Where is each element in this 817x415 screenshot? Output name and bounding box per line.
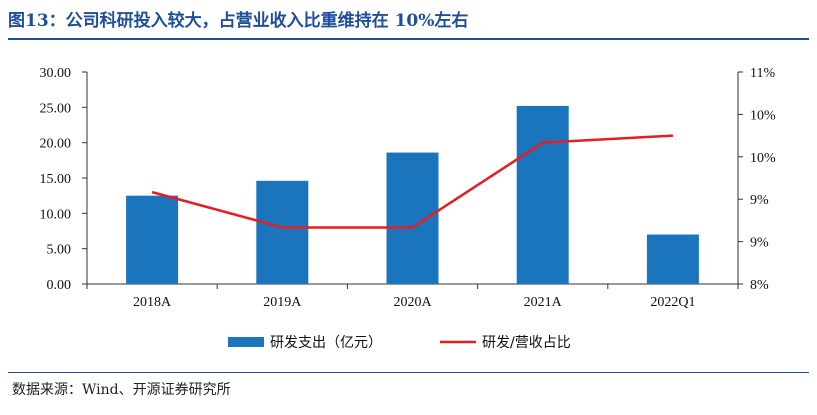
left-tick-label: 20.00 <box>40 137 72 152</box>
right-tick-label: 8% <box>750 278 769 293</box>
left-tick-label: 25.00 <box>40 101 72 116</box>
x-tick-label: 2019A <box>263 295 302 310</box>
x-tick-label: 2022Q1 <box>650 295 695 310</box>
bar-2018A <box>126 195 179 284</box>
legend-swatch-bar <box>228 337 264 347</box>
x-tick-label: 2020A <box>393 295 432 310</box>
bar-2022Q1 <box>646 234 699 284</box>
left-tick-label: 0.00 <box>47 278 72 293</box>
chart: 0.00 5.00 10.00 15.00 20.00 25.00 30.00 8% 9% 9% 1… <box>40 66 777 351</box>
left-tick-label: 5.00 <box>47 243 72 258</box>
title-divider <box>8 38 809 40</box>
right-tick-label: 9% <box>750 236 769 251</box>
chart-title: 图13：公司科研投入较大，占营业收入比重维持在 10%左右 <box>8 11 469 31</box>
source-divider <box>8 372 809 373</box>
bar-2019A <box>256 180 309 284</box>
right-tick-label: 10% <box>750 108 776 123</box>
legend-label-line: 研发/营收占比 <box>482 335 571 351</box>
ratio-line <box>151 134 673 229</box>
x-tick-label: 2018A <box>133 295 172 310</box>
left-tick-label: 15.00 <box>40 172 72 187</box>
x-tick-label: 2021A <box>524 295 563 310</box>
legend-label-bar: 研发支出（亿元） <box>270 335 382 351</box>
bar-2020A <box>386 152 439 284</box>
right-tick-label: 10% <box>750 151 776 166</box>
left-tick-label: 30.00 <box>40 66 72 81</box>
right-tick-label: 9% <box>750 193 769 208</box>
source-note: 数据来源：Wind、开源证券研究所 <box>12 382 231 398</box>
bar-2021A <box>516 105 569 284</box>
left-tick-label: 10.00 <box>40 207 72 222</box>
right-tick-label: 11% <box>750 66 775 81</box>
